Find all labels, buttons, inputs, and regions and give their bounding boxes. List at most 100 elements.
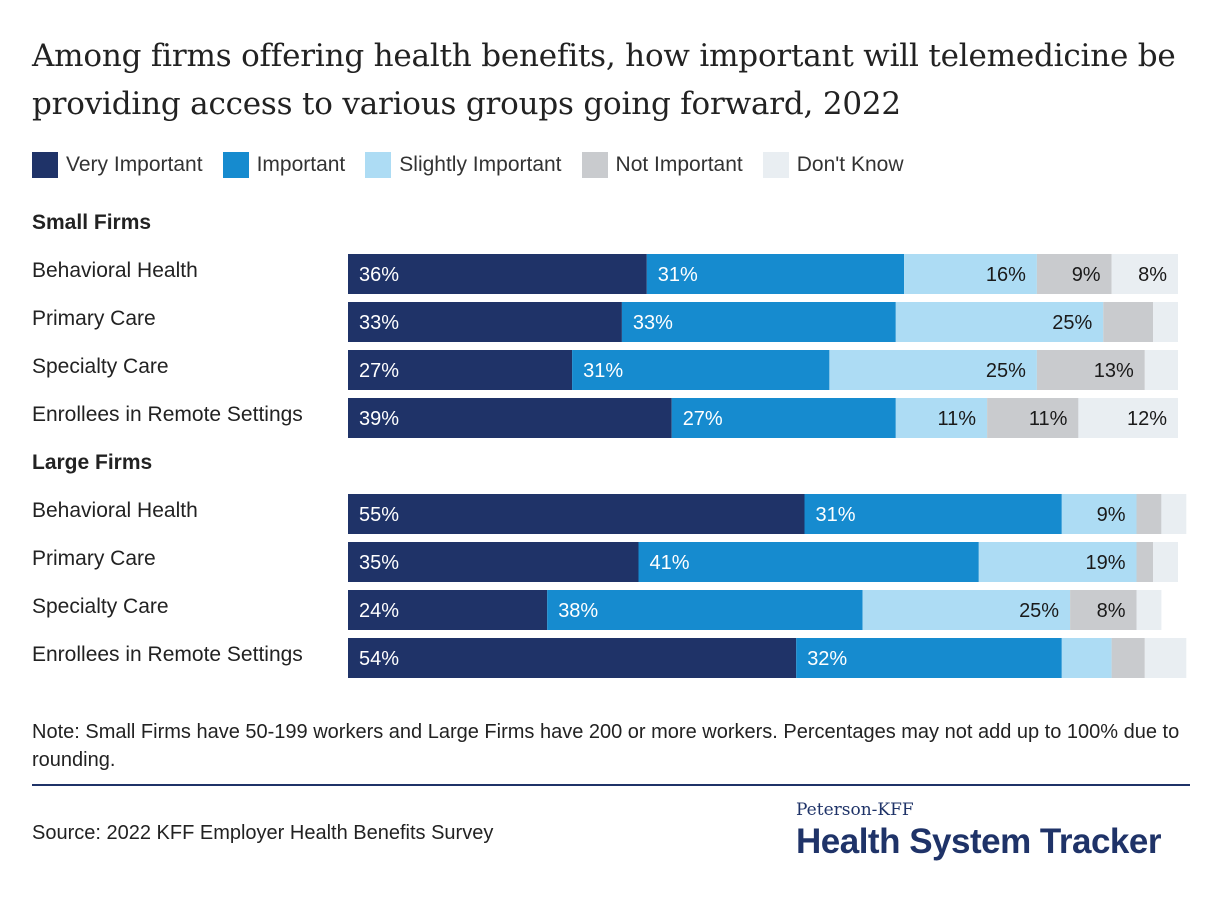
legend-label: Slightly Important xyxy=(399,153,562,176)
bar-segment xyxy=(348,350,573,390)
bar-segment xyxy=(1061,494,1137,534)
legend-item-dont-know: Don't Know xyxy=(762,152,904,178)
bar-segment xyxy=(1153,302,1178,342)
bar-segment xyxy=(348,398,672,438)
legend-item-not-important: Not Important xyxy=(581,152,743,178)
data-label: 11% xyxy=(1029,408,1068,430)
data-label: 11% xyxy=(938,408,977,430)
bar-segment xyxy=(621,302,896,342)
data-label: 13% xyxy=(1094,360,1134,382)
bar-segment xyxy=(1061,638,1112,678)
legend-label: Very Important xyxy=(66,153,203,176)
bar-segment xyxy=(904,254,1037,294)
data-label: 12% xyxy=(1127,408,1167,430)
data-label: 19% xyxy=(1085,552,1125,574)
brand-logo-small-text: Peterson-KFF xyxy=(796,800,914,820)
data-label: 55% xyxy=(359,504,399,526)
bar-segment xyxy=(646,254,905,294)
bar-segment xyxy=(895,302,1104,342)
legend-swatch xyxy=(762,152,789,178)
bar-segment xyxy=(348,494,805,534)
group-label-large-firms: Large Firms xyxy=(32,451,153,474)
bar-segment xyxy=(1153,542,1178,582)
row-label: Specialty Care xyxy=(32,595,169,618)
legend-label: Not Important xyxy=(615,153,743,176)
bar-segment xyxy=(1103,302,1154,342)
row-label: Specialty Care xyxy=(32,355,169,378)
bar-segment xyxy=(348,590,548,630)
bar-segment xyxy=(862,590,1071,630)
bar-segment xyxy=(671,398,896,438)
bar-segment xyxy=(1161,494,1187,534)
row-label: Behavioral Health xyxy=(32,259,198,282)
legend-item-very-important: Very Important xyxy=(32,152,203,178)
row-label: Enrollees in Remote Settings xyxy=(32,403,303,426)
group-label-small-firms: Small Firms xyxy=(32,211,152,234)
data-label: 35% xyxy=(359,552,399,574)
bar-segment xyxy=(1078,398,1178,438)
data-label: 8% xyxy=(1138,264,1167,286)
data-label: 32% xyxy=(807,648,847,670)
bar-segment xyxy=(348,638,797,678)
data-label: 31% xyxy=(658,264,698,286)
legend-swatch xyxy=(581,152,608,178)
chart-source: Source: 2022 KFF Employer Health Benefit… xyxy=(32,822,494,844)
bar-segment xyxy=(978,542,1137,582)
data-label: 39% xyxy=(359,408,399,430)
row-label: Enrollees in Remote Settings xyxy=(32,643,303,666)
footer-divider xyxy=(32,784,1190,786)
bar-segment xyxy=(1070,590,1137,630)
bar-segment xyxy=(1111,254,1178,294)
legend-item-important: Important xyxy=(222,152,346,178)
data-label: 27% xyxy=(359,360,399,382)
row-label: Primary Care xyxy=(32,307,156,330)
bar-segment xyxy=(348,254,647,294)
data-label: 54% xyxy=(359,648,399,670)
data-label: 41% xyxy=(650,552,690,574)
row-label: Behavioral Health xyxy=(32,499,198,522)
bar-segment xyxy=(1111,638,1145,678)
data-label: 38% xyxy=(558,600,598,622)
bar-segment xyxy=(796,638,1062,678)
legend-swatch xyxy=(365,152,392,178)
data-label: 31% xyxy=(583,360,623,382)
bar-segment xyxy=(804,494,1062,534)
bar-segment xyxy=(572,350,830,390)
data-label: 24% xyxy=(359,600,399,622)
chart-note: Note: Small Firms have 50-199 workers an… xyxy=(32,721,1180,771)
data-label: 25% xyxy=(1052,312,1092,334)
legend-swatch xyxy=(222,152,249,178)
bar-segment xyxy=(1136,494,1162,534)
bar-segment xyxy=(895,398,988,438)
legend-swatch xyxy=(32,152,58,178)
brand-logo-big-text: Health System Tracker xyxy=(796,822,1161,861)
data-label: 25% xyxy=(986,360,1026,382)
legend-label: Important xyxy=(256,153,346,176)
bar-segment xyxy=(1144,350,1178,390)
bar-segment xyxy=(638,542,979,582)
stacked-bar-chart: 36% 31% 16% 9% 8% 33% 33% 25% 27% 31% 25% 13% 39% 27%… xyxy=(348,254,1187,678)
bar-segment xyxy=(1136,590,1162,630)
legend-label: Don't Know xyxy=(796,153,904,176)
data-label: 8% xyxy=(1097,600,1126,622)
data-label: 25% xyxy=(1019,600,1059,622)
data-label: 33% xyxy=(633,312,673,334)
row-label: Primary Care xyxy=(32,547,156,570)
data-label: 31% xyxy=(816,504,856,526)
legend-item-slightly-important: Slightly Important xyxy=(365,152,562,178)
data-label: 9% xyxy=(1097,504,1126,526)
brand-logo: Peterson-KFF Health System Tracker xyxy=(796,800,1196,862)
chart-title: Among firms offering health benefits, ho… xyxy=(32,38,1176,122)
bar-segment xyxy=(1036,254,1112,294)
bar-segment xyxy=(1136,542,1154,582)
bar-segment xyxy=(348,542,639,582)
bar-segment xyxy=(547,590,863,630)
legend: Very Important Important Slightly Import… xyxy=(32,150,924,180)
bar-segment xyxy=(1036,350,1145,390)
bar-segment xyxy=(1144,638,1187,678)
data-label: 33% xyxy=(359,312,399,334)
bar-segment xyxy=(829,350,1037,390)
data-label: 16% xyxy=(986,264,1026,286)
data-label: 36% xyxy=(359,264,399,286)
data-label: 9% xyxy=(1072,264,1101,286)
